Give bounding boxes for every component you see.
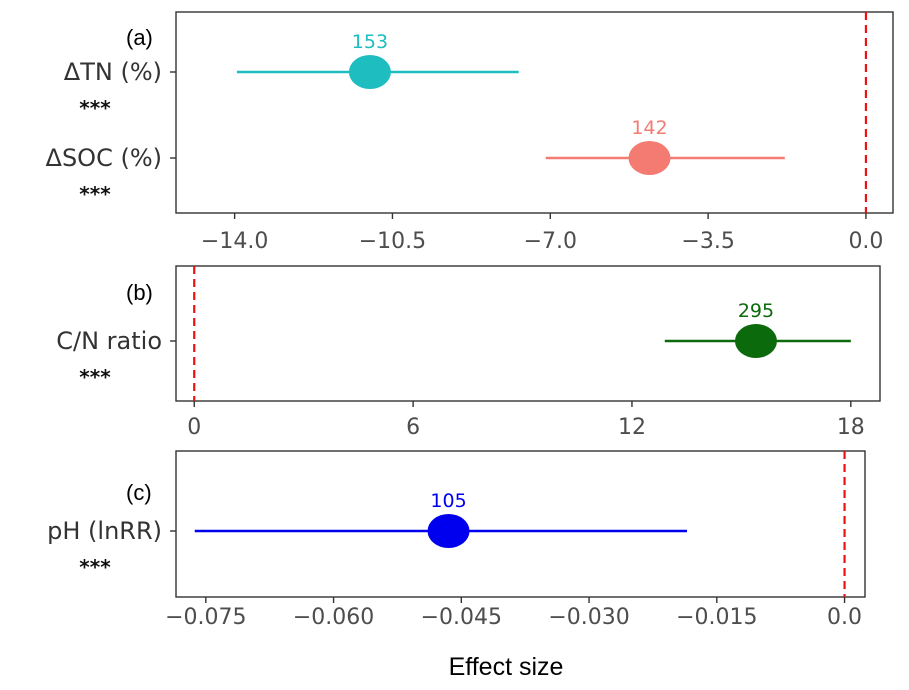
x-tick-label: −10.5 — [359, 229, 426, 254]
sample-size-label: 142 — [631, 117, 667, 139]
x-tick-label: −0.030 — [548, 605, 629, 630]
sample-size-label: 153 — [352, 31, 388, 53]
x-tick-label: −0.075 — [165, 605, 246, 630]
effect-point — [348, 55, 391, 89]
x-tick-label: −0.060 — [293, 605, 374, 630]
panel-label: (c) — [126, 480, 152, 505]
row-label: ΔSOC (%) — [46, 144, 162, 172]
x-tick-label: 18 — [837, 415, 865, 440]
panel-label: (b) — [126, 280, 153, 305]
x-tick-label: −0.015 — [676, 605, 757, 630]
row-label: ΔTN (%) — [64, 58, 162, 86]
x-tick-label: −14.0 — [201, 229, 268, 254]
significance-stars: *** — [79, 365, 111, 389]
effect-point — [734, 324, 777, 358]
row-label: pH (lnRR) — [47, 517, 162, 545]
x-tick-label: 0.0 — [827, 605, 862, 630]
x-tick-label: −0.045 — [421, 605, 502, 630]
x-axis-title: Effect size — [449, 653, 564, 681]
panel-label: (a) — [126, 25, 153, 50]
panel-c: −0.075 −0.060 −0.045 −0.030 −0.015 0.0 (c) pH (… — [47, 450, 866, 630]
panel-b: 0 6 12 18 (b) C/N ratio *** 295 — [56, 265, 881, 440]
sample-size-label: 105 — [430, 490, 466, 512]
panel-frame — [175, 11, 894, 214]
panel-frame — [175, 450, 866, 598]
x-tick-label: 12 — [618, 415, 646, 440]
x-tick-label: 6 — [406, 415, 420, 440]
significance-stars: *** — [79, 182, 111, 206]
significance-stars: *** — [79, 555, 111, 579]
effect-point — [628, 141, 671, 175]
x-tick-label: 0 — [187, 415, 201, 440]
sample-size-label: 295 — [738, 300, 774, 322]
x-tick-label: −7.0 — [524, 229, 577, 254]
x-tick-label: 0.0 — [848, 229, 883, 254]
row-label: C/N ratio — [56, 327, 162, 355]
panel-a: −14.0 −10.5 −7.0 −3.5 0.0 (a) ΔTN (%) *** 153 ΔSO… — [46, 11, 894, 254]
x-tick-label: −3.5 — [681, 229, 734, 254]
effect-point — [427, 514, 470, 548]
significance-stars: *** — [79, 96, 111, 120]
panel-frame — [175, 265, 881, 402]
